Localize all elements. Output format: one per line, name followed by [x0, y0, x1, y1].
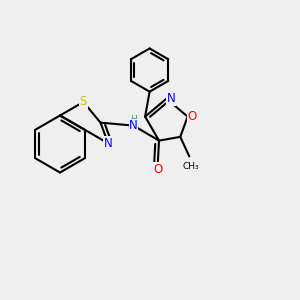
- Text: S: S: [80, 95, 87, 109]
- Text: CH₃: CH₃: [182, 162, 199, 171]
- Text: O: O: [153, 163, 162, 176]
- Text: N: N: [104, 137, 112, 150]
- Text: N: N: [129, 119, 138, 132]
- Text: N: N: [167, 92, 175, 105]
- Text: H: H: [130, 115, 137, 124]
- Text: O: O: [188, 110, 197, 123]
